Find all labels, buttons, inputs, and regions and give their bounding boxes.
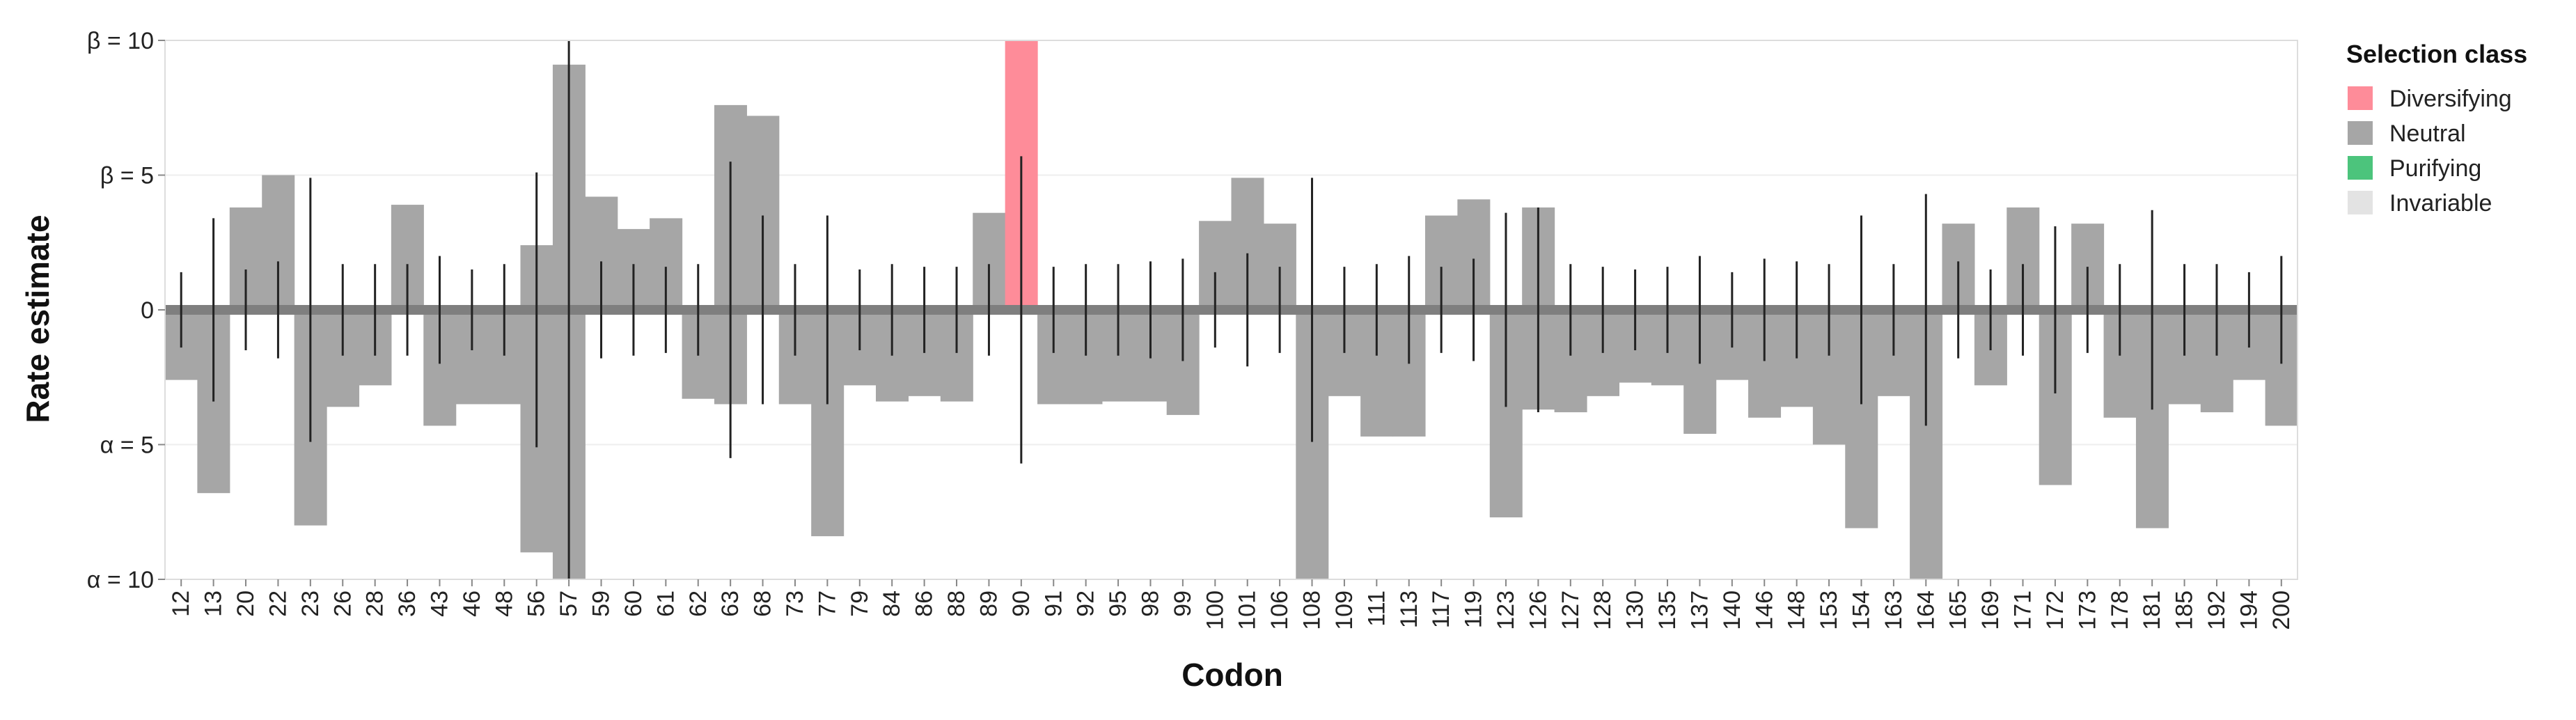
x-tick-label: 86 xyxy=(911,590,938,617)
x-tick-label: 99 xyxy=(1170,590,1196,617)
x-tick-label: 88 xyxy=(943,590,970,617)
legend-swatch xyxy=(2348,86,2373,110)
legend-swatch xyxy=(2348,156,2373,180)
x-tick-label: 117 xyxy=(1428,590,1454,628)
zero-band xyxy=(165,305,2298,315)
x-tick-label: 128 xyxy=(1589,590,1616,630)
x-tick-label: 95 xyxy=(1105,590,1131,617)
x-tick-label: 119 xyxy=(1461,590,1487,628)
x-tick-label: 146 xyxy=(1751,590,1777,630)
x-tick-label: 178 xyxy=(2107,590,2133,630)
y-tick-label: α = 10 xyxy=(87,567,154,593)
x-tick-label: 28 xyxy=(362,590,388,617)
x-axis-title: Codon xyxy=(1181,657,1283,693)
x-tick-label: 89 xyxy=(975,590,1002,617)
x-tick-label: 100 xyxy=(1202,590,1228,630)
x-tick-label: 171 xyxy=(2010,590,2036,630)
x-tick-label: 137 xyxy=(1686,590,1713,630)
x-tick-label: 130 xyxy=(1622,590,1649,630)
x-tick-label: 57 xyxy=(556,590,582,617)
legend-label: Neutral xyxy=(2389,120,2466,147)
legend-swatch xyxy=(2348,121,2373,145)
x-tick-label: 101 xyxy=(1234,590,1261,630)
y-tick-label: β = 10 xyxy=(87,28,154,54)
legend-title: Selection class xyxy=(2346,40,2527,68)
x-tick-label: 68 xyxy=(750,590,776,617)
x-tick-label: 169 xyxy=(1977,590,2004,630)
x-tick-label: 77 xyxy=(814,590,840,617)
x-tick-label: 200 xyxy=(2268,590,2295,630)
x-tick-label: 164 xyxy=(1913,590,1939,630)
x-tick-label: 62 xyxy=(685,590,712,617)
zero-line xyxy=(165,305,2298,315)
y-tick-label: β = 5 xyxy=(100,163,154,189)
x-tick-label: 192 xyxy=(2204,590,2230,630)
x-tick-label: 61 xyxy=(652,590,679,617)
x-tick-label: 154 xyxy=(1848,590,1874,630)
x-tick-label: 194 xyxy=(2236,590,2262,630)
x-tick-label: 90 xyxy=(1008,590,1035,617)
x-tick-label: 63 xyxy=(717,590,744,617)
x-tick-label: 109 xyxy=(1331,590,1358,630)
x-tick-label: 79 xyxy=(847,590,873,617)
x-tick-label: 48 xyxy=(491,590,517,617)
x-tick-label: 84 xyxy=(879,590,905,617)
x-tick-label: 73 xyxy=(782,590,808,617)
x-tick-label: 26 xyxy=(329,590,356,617)
y-axis-title: Rate estimate xyxy=(19,214,56,423)
x-tick-label: 106 xyxy=(1266,590,1293,630)
x-tick-label: 43 xyxy=(426,590,453,617)
y-tick-label: 0 xyxy=(141,297,154,324)
x-tick-label: 91 xyxy=(1040,590,1067,617)
x-tick-label: 20 xyxy=(233,590,259,617)
x-tick-label: 111 xyxy=(1363,590,1390,627)
legend: Selection class Diversifying Neutral Purif… xyxy=(2346,40,2527,217)
x-tick-label: 185 xyxy=(2171,590,2198,630)
x-tick-label: 126 xyxy=(1525,590,1551,630)
legend-label: Invariable xyxy=(2389,190,2492,217)
y-tick-label: α = 5 xyxy=(100,432,154,459)
x-tick-label: 148 xyxy=(1784,590,1810,630)
x-tick-label: 108 xyxy=(1299,590,1326,630)
x-tick-label: 22 xyxy=(265,590,291,617)
x-tick-label: 23 xyxy=(297,590,324,617)
x-tick-label: 92 xyxy=(1073,590,1099,617)
x-tick-label: 153 xyxy=(1816,590,1842,630)
x-tick-label: 140 xyxy=(1719,590,1745,630)
y-axis: β = 10 β = 5 0 α = 5 α = 10 xyxy=(87,28,165,593)
x-axis: 12 13 20 22 23 26 28 36 43 46 48 56 57 59 60 61 62 63 68 73… xyxy=(168,579,2295,630)
x-tick-label: 56 xyxy=(524,590,550,617)
x-tick-label: 181 xyxy=(2139,590,2165,630)
x-tick-label: 46 xyxy=(459,590,485,617)
x-tick-label: 163 xyxy=(1880,590,1907,630)
x-tick-label: 59 xyxy=(588,590,615,617)
legend-swatch xyxy=(2348,191,2373,214)
x-tick-label: 135 xyxy=(1654,590,1681,630)
x-tick-label: 172 xyxy=(2042,590,2068,630)
x-tick-label: 123 xyxy=(1493,590,1519,630)
legend-label: Purifying xyxy=(2389,155,2481,182)
x-tick-label: 173 xyxy=(2074,590,2100,630)
x-tick-label: 13 xyxy=(201,590,227,617)
x-tick-label: 113 xyxy=(1396,590,1422,628)
error-bars xyxy=(180,40,2283,579)
plot-area xyxy=(164,40,2298,580)
x-tick-label: 12 xyxy=(168,590,194,617)
x-tick-label: 165 xyxy=(1945,590,1972,630)
x-tick-label: 98 xyxy=(1137,590,1163,617)
legend-label: Diversifying xyxy=(2389,86,2512,112)
x-tick-label: 36 xyxy=(394,590,421,617)
x-tick-label: 127 xyxy=(1557,590,1584,630)
x-tick-label: 60 xyxy=(620,590,647,617)
